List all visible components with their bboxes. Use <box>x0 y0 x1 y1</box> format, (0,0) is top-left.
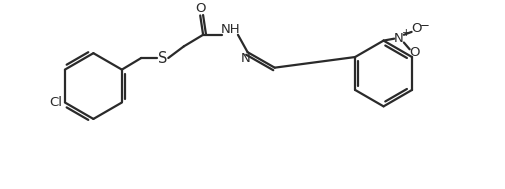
Text: O: O <box>409 46 420 59</box>
Text: N: N <box>241 52 250 64</box>
Text: −: − <box>420 19 430 32</box>
Text: O: O <box>411 22 422 36</box>
Text: NH: NH <box>220 23 240 36</box>
Text: Cl: Cl <box>49 96 62 109</box>
Text: +: + <box>401 28 410 38</box>
Text: S: S <box>158 50 167 66</box>
Text: O: O <box>195 2 206 15</box>
Text: N: N <box>394 32 404 45</box>
